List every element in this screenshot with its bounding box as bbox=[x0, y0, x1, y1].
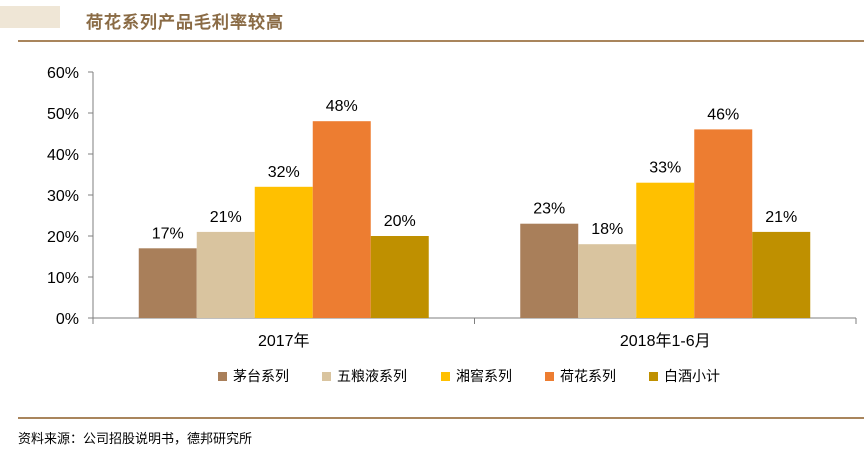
data-label: 23% bbox=[533, 201, 565, 218]
x-tick-label: 2017年 bbox=[258, 332, 310, 350]
bar bbox=[138, 248, 197, 318]
bar bbox=[312, 121, 371, 318]
footer-divider bbox=[18, 417, 864, 419]
legend-label: 五粮液系列 bbox=[337, 368, 407, 384]
data-label: 48% bbox=[326, 98, 358, 115]
y-tick-label: 40% bbox=[47, 147, 79, 164]
legend-swatch bbox=[322, 372, 331, 381]
source-note: 资料来源：公司招股说明书，德邦研究所 bbox=[18, 432, 253, 447]
page-title: 荷花系列产品毛利率较高 bbox=[86, 13, 284, 33]
data-label: 21% bbox=[765, 209, 797, 226]
chart-bars bbox=[138, 121, 811, 318]
legend-swatch bbox=[545, 372, 554, 381]
bar bbox=[370, 236, 429, 318]
data-label: 17% bbox=[152, 225, 184, 242]
bar bbox=[196, 231, 255, 318]
bar bbox=[752, 231, 811, 318]
bar bbox=[694, 129, 753, 318]
bar bbox=[636, 182, 695, 318]
title-divider bbox=[18, 40, 864, 42]
legend-swatch bbox=[441, 372, 450, 381]
bar bbox=[520, 223, 579, 318]
data-label: 21% bbox=[210, 209, 242, 226]
bar bbox=[578, 244, 637, 318]
x-tick-label: 2018年1-6月 bbox=[620, 332, 711, 350]
data-label: 33% bbox=[649, 160, 681, 177]
y-tick-label: 10% bbox=[47, 270, 79, 287]
data-label: 20% bbox=[384, 213, 416, 230]
header: 荷花系列产品毛利率较高 bbox=[0, 0, 866, 42]
data-label: 32% bbox=[268, 164, 300, 181]
y-tick-label: 50% bbox=[47, 106, 79, 123]
y-tick-label: 60% bbox=[47, 65, 79, 82]
title-decoration bbox=[0, 6, 60, 28]
legend-label: 湘窖系列 bbox=[456, 368, 512, 384]
y-tick-label: 0% bbox=[56, 311, 79, 328]
legend-label: 白酒小计 bbox=[664, 368, 720, 384]
legend-label: 荷花系列 bbox=[560, 368, 616, 384]
legend-label: 茅台系列 bbox=[233, 368, 289, 384]
data-label: 46% bbox=[707, 106, 739, 123]
chart-data-labels: 17% 23% 21% 18% 32% 33% 48% 46% 20% 21% bbox=[152, 98, 798, 242]
data-label: 18% bbox=[591, 221, 623, 238]
y-tick-label: 30% bbox=[47, 188, 79, 205]
chart-legend: 茅台系列 五粮液系列 湘窖系列 荷花系列 白酒小计 bbox=[218, 368, 720, 384]
legend-swatch bbox=[218, 372, 227, 381]
legend-swatch bbox=[649, 372, 658, 381]
bar bbox=[254, 186, 313, 318]
y-tick-label: 20% bbox=[47, 229, 79, 246]
